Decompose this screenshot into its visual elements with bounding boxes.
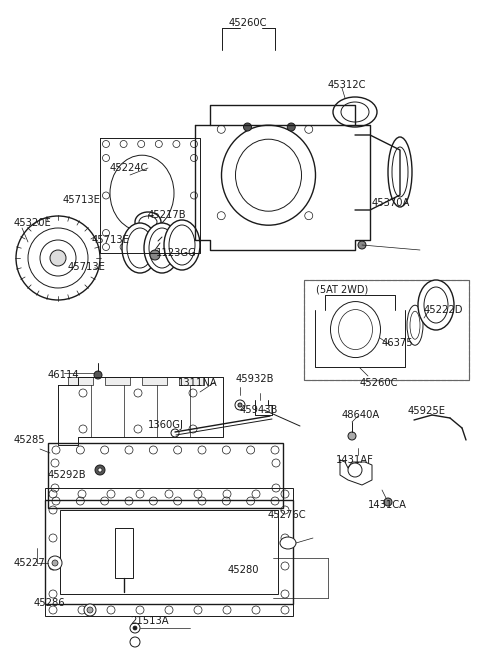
Text: 45370A: 45370A (372, 198, 410, 208)
Ellipse shape (164, 220, 200, 270)
Bar (304, 280, 469, 380)
Ellipse shape (139, 216, 157, 228)
Text: 45713E: 45713E (92, 235, 130, 245)
Circle shape (235, 400, 245, 410)
Bar (45, 604, 293, 616)
Text: 1431AF: 1431AF (336, 455, 374, 465)
Text: 45286: 45286 (34, 598, 66, 608)
Bar (60, 510, 278, 594)
Text: 1311NA: 1311NA (178, 378, 218, 388)
Circle shape (150, 250, 160, 260)
Bar (115, 528, 133, 578)
Text: 45227: 45227 (14, 558, 46, 568)
Text: 45320E: 45320E (14, 218, 52, 228)
Ellipse shape (338, 310, 372, 350)
Ellipse shape (407, 305, 423, 345)
Ellipse shape (236, 139, 301, 211)
Circle shape (16, 216, 100, 300)
Text: 45276C: 45276C (268, 510, 307, 520)
Ellipse shape (127, 228, 153, 268)
Text: 45285: 45285 (14, 435, 46, 445)
Text: 46114: 46114 (48, 370, 80, 380)
Ellipse shape (135, 212, 161, 232)
Text: 48640A: 48640A (342, 410, 380, 420)
Circle shape (40, 240, 76, 276)
Bar (304, 280, 469, 380)
Text: 1360GJ: 1360GJ (148, 420, 184, 430)
Circle shape (98, 468, 102, 472)
Circle shape (130, 623, 140, 633)
Ellipse shape (424, 287, 448, 323)
Circle shape (87, 607, 93, 613)
Ellipse shape (418, 280, 454, 330)
Text: 45217B: 45217B (148, 210, 187, 220)
Text: (5AT 2WD): (5AT 2WD) (316, 285, 368, 295)
Ellipse shape (388, 137, 412, 207)
Bar (45, 488, 293, 500)
Text: 45280: 45280 (228, 565, 260, 575)
Text: 21513A: 21513A (130, 616, 168, 626)
Ellipse shape (280, 537, 296, 549)
Circle shape (287, 123, 295, 131)
Circle shape (52, 560, 58, 566)
Bar (105, 377, 130, 385)
Bar (45, 500, 293, 604)
Ellipse shape (144, 223, 180, 273)
Ellipse shape (149, 228, 175, 268)
Circle shape (95, 465, 105, 475)
Bar (68, 377, 93, 385)
Circle shape (384, 498, 392, 506)
Text: 45312C: 45312C (328, 80, 367, 90)
Ellipse shape (110, 155, 174, 231)
Text: 45713E: 45713E (62, 195, 100, 205)
Circle shape (171, 429, 179, 437)
Text: 45932B: 45932B (236, 374, 275, 384)
Text: 45260C: 45260C (229, 18, 267, 28)
Text: 45713E: 45713E (68, 262, 106, 272)
Circle shape (238, 403, 242, 407)
Circle shape (348, 463, 362, 477)
Circle shape (358, 241, 366, 249)
Text: 46375: 46375 (382, 338, 414, 348)
Circle shape (94, 371, 102, 379)
Circle shape (348, 432, 356, 440)
Ellipse shape (169, 225, 195, 265)
Ellipse shape (410, 311, 420, 339)
Bar (179, 377, 204, 385)
Text: 45925E: 45925E (408, 406, 446, 416)
Text: 45224C: 45224C (109, 163, 148, 173)
Text: 45260C: 45260C (360, 378, 398, 388)
Ellipse shape (392, 147, 408, 197)
Text: 45943B: 45943B (240, 405, 278, 415)
Circle shape (130, 637, 140, 647)
Ellipse shape (331, 302, 381, 358)
Circle shape (84, 604, 96, 616)
Ellipse shape (122, 223, 158, 273)
Ellipse shape (221, 125, 315, 225)
Circle shape (48, 556, 62, 570)
Circle shape (243, 123, 252, 131)
Text: 1123GG: 1123GG (156, 248, 197, 258)
Text: 1431CA: 1431CA (368, 500, 407, 510)
Bar (48, 443, 283, 508)
Ellipse shape (333, 97, 377, 127)
Ellipse shape (341, 102, 369, 122)
Text: 45222D: 45222D (424, 305, 464, 315)
Circle shape (133, 626, 137, 630)
Bar (142, 377, 167, 385)
Circle shape (50, 250, 66, 266)
Circle shape (28, 228, 88, 288)
Text: 45292B: 45292B (48, 470, 86, 480)
